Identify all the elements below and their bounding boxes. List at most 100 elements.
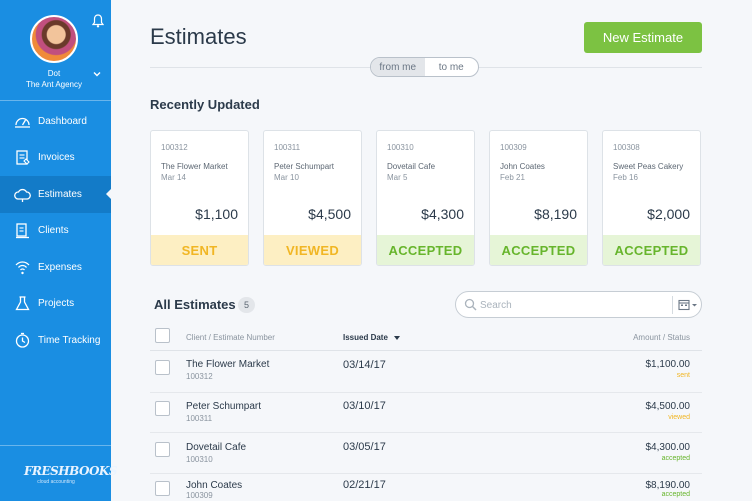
card-client: John Coates [500, 162, 545, 171]
card-number: 100310 [387, 143, 414, 152]
sidebar-item-clients[interactable]: Clients [0, 213, 111, 250]
recently-updated-title: Recently Updated [150, 97, 260, 112]
card-number: 100308 [613, 143, 640, 152]
estimate-card[interactable]: 100308 Sweet Peas Cakery Feb 16 $2,000 A… [602, 130, 701, 266]
row-client: Dovetail Cafe [186, 442, 247, 453]
row-checkbox[interactable] [155, 481, 170, 496]
card-status: ACCEPTED [603, 235, 700, 265]
row-client: Peter Schumpart [186, 401, 262, 412]
sidebar: Dot The Ant Agency Dashboard Invoices [0, 0, 118, 501]
clients-icon [16, 223, 29, 239]
row-divider [150, 473, 702, 474]
search-input[interactable] [480, 297, 665, 313]
invoice-icon [16, 150, 30, 166]
estimate-icon [14, 188, 31, 202]
toggle-from-me[interactable]: from me [371, 58, 425, 76]
row-client: John Coates [186, 480, 243, 491]
sidebar-item-invoices[interactable]: Invoices [0, 140, 111, 177]
sidebar-item-estimates[interactable]: Estimates [0, 176, 111, 213]
calendar-filter-icon[interactable] [678, 299, 698, 311]
bell-icon[interactable] [92, 14, 104, 28]
row-date: 03/10/17 [343, 400, 386, 412]
direction-toggle: from me to me [370, 57, 479, 77]
card-status: ACCEPTED [377, 235, 474, 265]
card-date: Feb 16 [613, 173, 638, 182]
page-title: Estimates [150, 24, 247, 49]
row-checkbox[interactable] [155, 360, 170, 375]
avatar[interactable] [30, 15, 78, 63]
card-status: SENT [151, 235, 248, 265]
row-date: 02/21/17 [343, 479, 386, 491]
column-amount-status[interactable]: Amount / Status [633, 333, 690, 342]
sidebar-item-label: Expenses [38, 261, 82, 273]
projects-icon [15, 296, 30, 311]
column-issued-date-label: Issued Date [343, 333, 388, 342]
clock-icon [15, 332, 30, 348]
row-divider [150, 432, 702, 433]
sidebar-nav: Dashboard Invoices Estimates [0, 103, 111, 359]
estimate-card[interactable]: 100309 John Coates Feb 21 $8,190 ACCEPTE… [489, 130, 588, 266]
select-all-checkbox[interactable] [155, 328, 170, 343]
row-client: The Flower Market [186, 359, 270, 370]
sidebar-item-projects[interactable]: Projects [0, 286, 111, 323]
row-number: 100310 [186, 455, 213, 464]
card-amount: $4,300 [421, 206, 464, 222]
sidebar-item-dashboard[interactable]: Dashboard [0, 103, 111, 140]
sort-down-icon [394, 335, 401, 340]
row-status: accepted [661, 491, 690, 498]
row-date: 03/14/17 [343, 359, 386, 371]
new-estimate-button[interactable]: New Estimate [584, 22, 702, 53]
estimates-count-badge: 5 [238, 297, 255, 313]
expenses-icon [15, 261, 30, 274]
search-divider [672, 296, 673, 314]
card-status: ACCEPTED [490, 235, 587, 265]
card-amount: $4,500 [308, 206, 351, 222]
logo-tagline: cloud accounting [37, 479, 75, 485]
row-status: viewed [668, 414, 690, 421]
card-client: Sweet Peas Cakery [613, 162, 684, 171]
toggle-to-me[interactable]: to me [438, 61, 464, 73]
sidebar-item-expenses[interactable]: Expenses [0, 249, 111, 286]
sidebar-item-label: Projects [38, 298, 75, 310]
card-amount: $2,000 [647, 206, 690, 222]
row-amount: $4,500.00 [645, 401, 691, 412]
row-checkbox[interactable] [155, 401, 170, 416]
dashboard-icon [15, 117, 30, 128]
chevron-down-icon[interactable] [93, 70, 101, 78]
row-date: 03/05/17 [343, 441, 386, 453]
column-client[interactable]: Client / Estimate Number [186, 333, 275, 342]
estimate-card[interactable]: 100310 Dovetail Cafe Mar 5 $4,300 ACCEPT… [376, 130, 475, 266]
row-number: 100309 [186, 491, 213, 500]
row-checkbox[interactable] [155, 442, 170, 457]
sidebar-item-label: Invoices [38, 152, 75, 164]
row-amount: $1,100.00 [645, 359, 691, 370]
card-number: 100311 [274, 143, 301, 152]
card-client: Dovetail Cafe [387, 162, 436, 171]
sidebar-item-label: Estimates [38, 188, 82, 200]
row-status: accepted [661, 455, 690, 462]
row-status: sent [676, 372, 690, 379]
sidebar-divider [0, 445, 111, 446]
sidebar-item-label: Dashboard [38, 115, 87, 127]
sidebar-item-time-tracking[interactable]: Time Tracking [0, 322, 111, 359]
sidebar-item-label: Time Tracking [38, 334, 101, 346]
card-amount: $8,190 [534, 206, 577, 222]
card-date: Feb 21 [500, 173, 525, 182]
card-amount: $1,100 [195, 206, 238, 222]
sidebar-item-label: Clients [38, 225, 69, 237]
card-date: Mar 5 [387, 173, 408, 182]
card-status: VIEWED [264, 235, 361, 265]
estimate-card[interactable]: 100312 The Flower Market Mar 14 $1,100 S… [150, 130, 249, 266]
estimate-card[interactable]: 100311 Peter Schumpart Mar 10 $4,500 VIE… [263, 130, 362, 266]
search-box [455, 291, 702, 318]
card-number: 100309 [500, 143, 527, 152]
column-issued-date[interactable]: Issued Date [343, 333, 401, 342]
row-divider [150, 392, 702, 393]
row-number: 100311 [186, 414, 213, 423]
user-name: Dot [47, 69, 61, 78]
search-icon [464, 298, 477, 311]
user-agency: The Ant Agency [25, 80, 83, 89]
sidebar-divider [0, 100, 111, 101]
row-number: 100312 [186, 372, 213, 381]
freshbooks-logo: FRESHBOOKS [24, 464, 118, 478]
